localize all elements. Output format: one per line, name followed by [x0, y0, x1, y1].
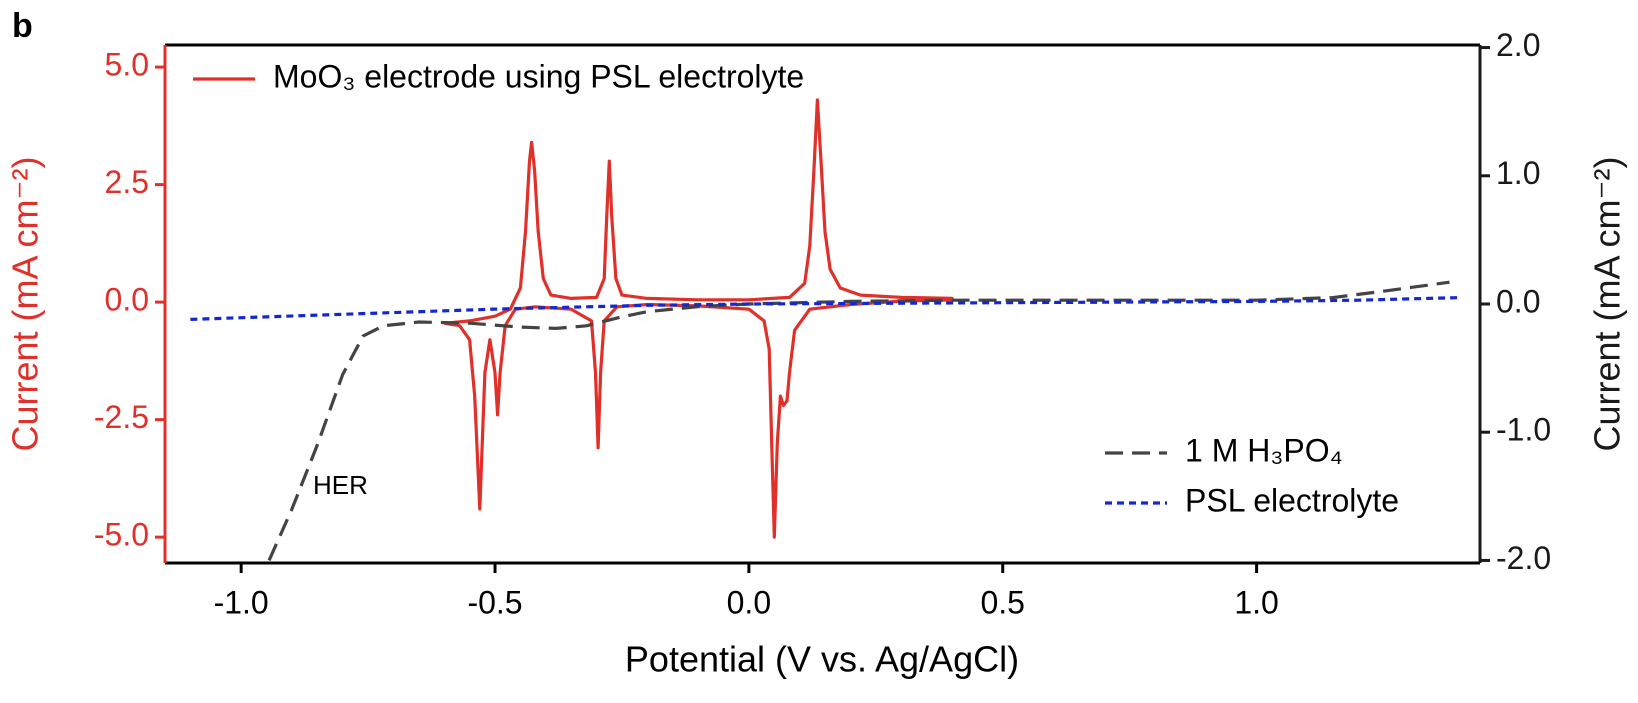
- series-line: [190, 296, 1460, 321]
- series-line: [267, 280, 1450, 562]
- x-tick-label: 0.0: [727, 584, 771, 620]
- y-tick-label: 2.5: [105, 164, 149, 200]
- y2-tick-label: -2.0: [1496, 540, 1551, 576]
- y2-tick-label: 1.0: [1496, 155, 1540, 191]
- panel-label: b: [12, 7, 33, 45]
- y2-tick-label: 0.0: [1496, 283, 1540, 319]
- x-tick-label: 0.5: [980, 584, 1024, 620]
- legend-label: 1 M H₃PO₄: [1185, 432, 1343, 468]
- legend-label: MoO₃ electrode using PSL electrolyte: [273, 58, 804, 94]
- x-axis-label: Potential (V vs. Ag/AgCl): [625, 639, 1019, 680]
- y2-axis-label: Current (mA cm⁻²): [1587, 156, 1628, 451]
- legend-label: PSL electrolyte: [1185, 482, 1399, 518]
- x-tick-label: 1.0: [1234, 584, 1278, 620]
- annotation: HER: [313, 470, 368, 500]
- y-tick-label: -2.5: [94, 399, 149, 435]
- y-tick-label: 0.0: [105, 282, 149, 318]
- series-line: [443, 98, 954, 539]
- y-tick-label: -5.0: [94, 517, 149, 553]
- x-tick-label: -1.0: [214, 584, 269, 620]
- y-tick-label: 5.0: [105, 47, 149, 83]
- y-axis-label: Current (mA cm⁻²): [5, 156, 46, 451]
- y2-tick-label: -1.0: [1496, 412, 1551, 448]
- y2-tick-label: 2.0: [1496, 27, 1540, 63]
- plot-area: [190, 98, 1460, 562]
- x-tick-label: -0.5: [467, 584, 522, 620]
